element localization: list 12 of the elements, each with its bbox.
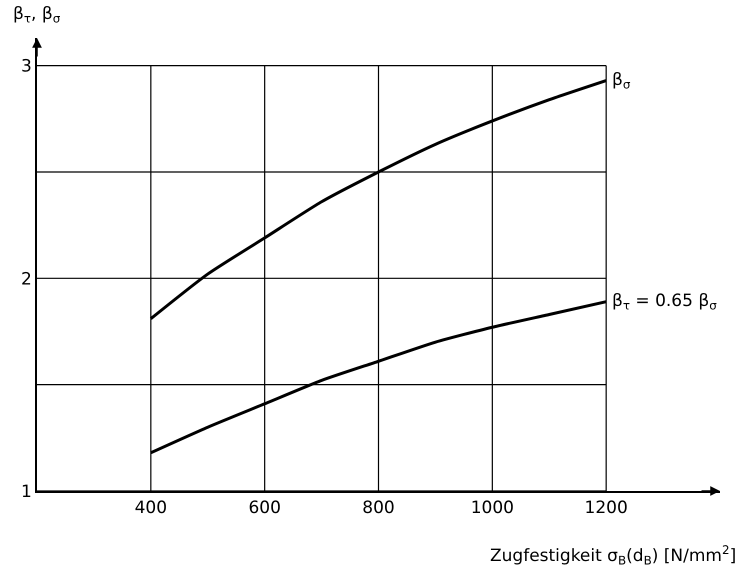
x-tick-label: 400: [134, 498, 168, 518]
x-tick-label: 800: [362, 498, 395, 518]
x-tick-label: 600: [248, 498, 281, 518]
series-label: β$_{τ}$ = 0.65 β$_{σ}$: [612, 291, 718, 313]
y-tick-label: 3: [21, 56, 32, 77]
x-tick-label: 1200: [584, 498, 628, 518]
y-axis-title: β$_{τ}$, β$_{σ}$: [13, 4, 61, 26]
x-axis-title: Zugfestigkeit σ$_{B}$(d$_{B}$) [N/mm$^{2}$]: [490, 543, 736, 568]
y-tick-label: 2: [21, 269, 32, 290]
y-tick-label: 1: [21, 482, 32, 502]
series-label: β$_{σ}$: [612, 70, 631, 92]
x-tick-label: 1000: [470, 498, 514, 518]
